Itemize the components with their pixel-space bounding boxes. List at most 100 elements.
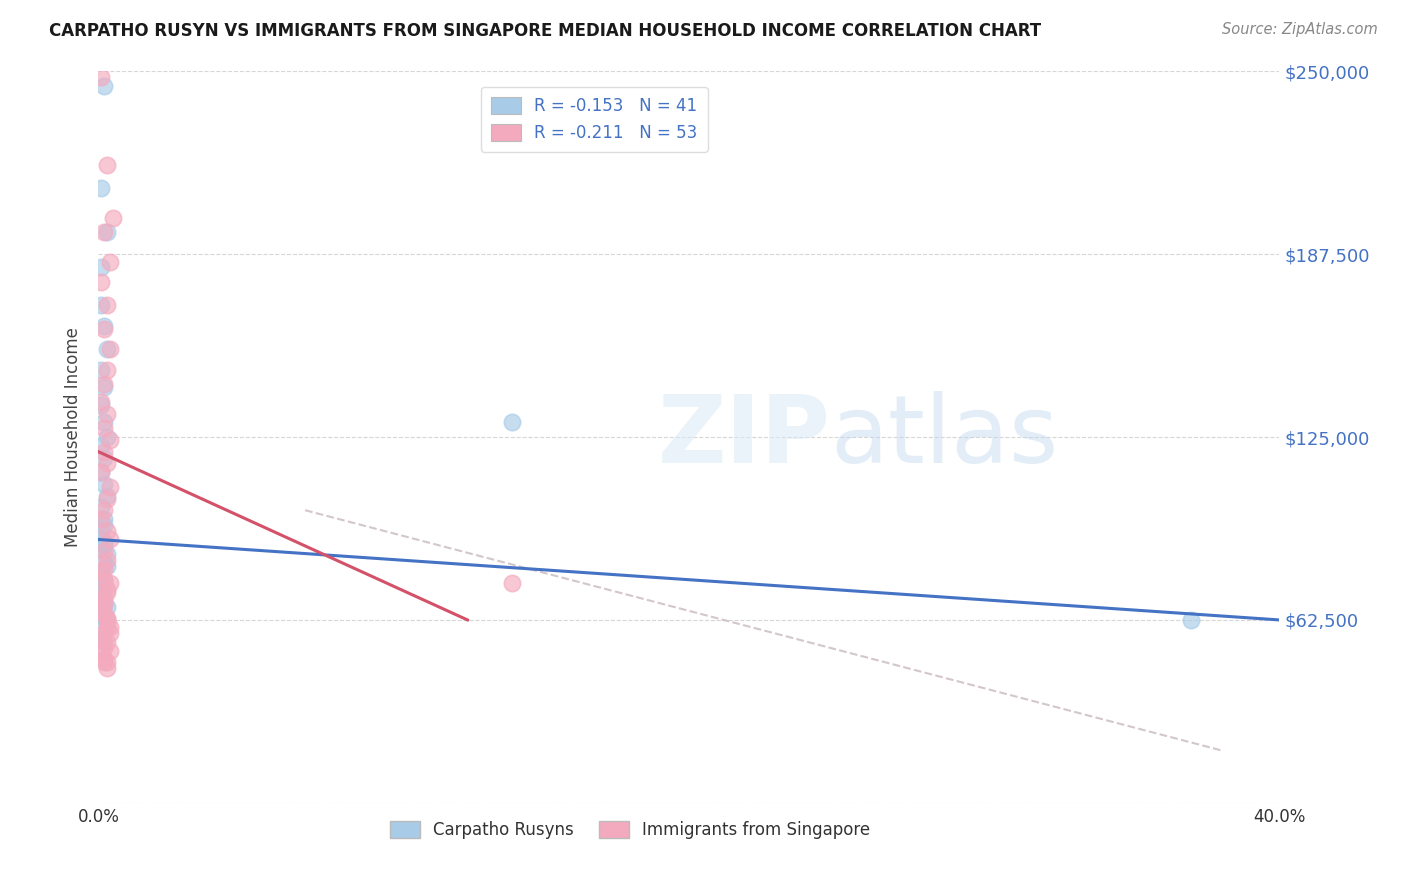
Point (90, 576, 112, 591)
Point (93, 318, 115, 333)
Point (90, 565, 112, 579)
Point (98, 643, 121, 657)
Point (96, 363, 118, 377)
Point (1180, 613, 1202, 627)
Point (96, 225, 118, 239)
Point (96, 615, 118, 629)
Point (96, 407, 118, 421)
Point (103, 211, 125, 225)
Point (93, 591, 115, 605)
Point (96, 158, 118, 172)
Point (501, 576, 523, 591)
Point (93, 535, 115, 549)
Point (98, 576, 121, 591)
Point (93, 538, 115, 552)
Point (98, 620, 121, 634)
Point (93, 640, 115, 655)
Point (96, 558, 118, 573)
Point (96, 656, 118, 670)
Point (90, 465, 112, 479)
Point (90, 275, 112, 289)
Y-axis label: Median Household Income: Median Household Income (65, 327, 83, 547)
Point (93, 416, 115, 430)
Point (93, 512, 115, 526)
Point (90, 500, 112, 515)
Point (96, 582, 118, 597)
Point (98, 626, 121, 640)
Point (90, 643, 112, 657)
Text: Source: ZipAtlas.com: Source: ZipAtlas.com (1222, 22, 1378, 37)
Point (93, 562, 115, 576)
Point (93, 476, 115, 491)
Point (90, 623, 112, 637)
Point (96, 611, 118, 625)
Point (93, 597, 115, 611)
Point (93, 450, 115, 465)
Point (90, 181, 112, 195)
Point (96, 599, 118, 614)
Point (93, 78, 115, 93)
Point (93, 635, 115, 649)
Point (96, 524, 118, 538)
Text: CARPATHO RUSYN VS IMMIGRANTS FROM SINGAPORE MEDIAN HOUSEHOLD INCOME CORRELATION : CARPATHO RUSYN VS IMMIGRANTS FROM SINGAP… (49, 22, 1042, 40)
Point (96, 635, 118, 649)
Point (90, 439, 112, 453)
Point (98, 533, 121, 547)
Point (90, 533, 112, 547)
Point (93, 656, 115, 670)
Point (93, 597, 115, 611)
Point (93, 544, 115, 558)
Point (93, 225, 115, 239)
Point (96, 620, 118, 634)
Point (90, 608, 112, 623)
Point (98, 480, 121, 494)
Legend: Carpatho Rusyns, Immigrants from Singapore: Carpatho Rusyns, Immigrants from Singapo… (382, 814, 877, 846)
Point (501, 416, 523, 430)
Point (90, 465, 112, 479)
Point (90, 565, 112, 579)
Point (98, 343, 121, 357)
Point (93, 574, 115, 588)
Point (93, 421, 115, 435)
Point (98, 254, 121, 268)
Point (90, 512, 112, 526)
Point (90, 541, 112, 556)
Point (93, 606, 115, 620)
Point (96, 343, 118, 357)
Point (93, 626, 115, 640)
Point (90, 398, 112, 412)
Point (96, 430, 118, 444)
Point (96, 613, 118, 627)
Point (93, 377, 115, 392)
Point (96, 547, 118, 561)
Point (93, 322, 115, 336)
Point (96, 585, 118, 599)
Point (96, 661, 118, 675)
Point (90, 582, 112, 597)
Point (90, 603, 112, 617)
Point (93, 517, 115, 532)
Point (90, 591, 112, 605)
Point (90, 260, 112, 275)
Point (90, 363, 112, 377)
Point (96, 489, 118, 503)
Point (96, 553, 118, 567)
Point (93, 652, 115, 666)
Point (93, 444, 115, 458)
Point (93, 574, 115, 588)
Point (98, 433, 121, 447)
Point (93, 594, 115, 608)
Point (96, 298, 118, 312)
Point (90, 524, 112, 538)
Point (93, 380, 115, 394)
Point (90, 632, 112, 646)
Point (93, 556, 115, 570)
Point (90, 70, 112, 85)
Point (93, 503, 115, 517)
Point (90, 298, 112, 312)
Text: ZIP: ZIP (658, 391, 831, 483)
Point (96, 491, 118, 506)
Point (96, 457, 118, 471)
Point (90, 395, 112, 409)
Text: atlas: atlas (831, 391, 1059, 483)
